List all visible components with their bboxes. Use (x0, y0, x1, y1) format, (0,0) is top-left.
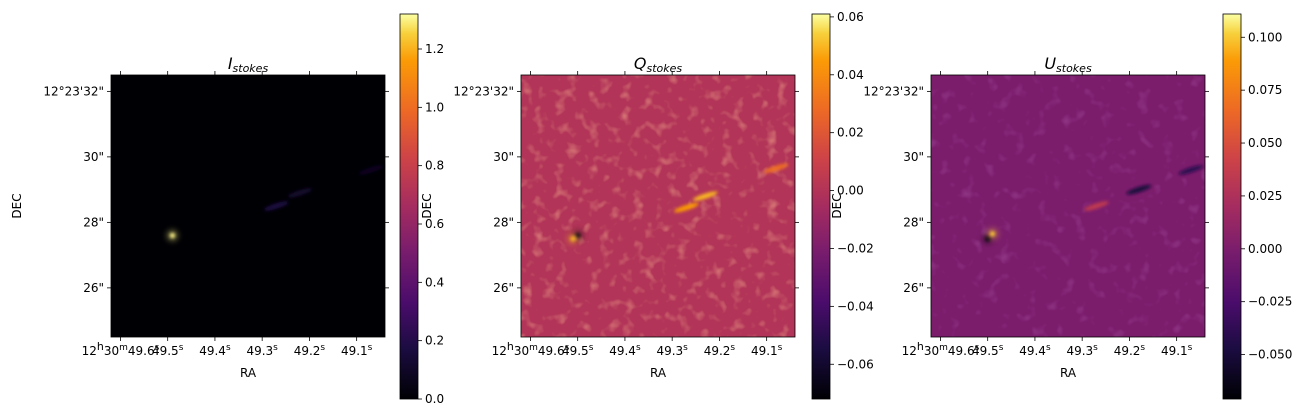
colorbar-tick-label: 0.025 (1248, 189, 1282, 203)
colorbar-tick-label: −0.02 (837, 241, 874, 255)
feature-jet-knot (287, 188, 313, 198)
feature-jet-knot (673, 202, 699, 213)
colorbar-tick-label: 0.04 (837, 68, 864, 82)
colorbar-tick-label: 0.00 (837, 184, 864, 198)
colorbar-tick-label: 1.2 (425, 42, 444, 56)
feature-jet-knot (358, 165, 384, 175)
colorbar-tick-label: 0.8 (425, 159, 444, 173)
x-tick-label: 49.2s (294, 343, 326, 358)
colorbar (1222, 13, 1242, 400)
x-tick-label: 49.5s (562, 343, 594, 358)
colorbar-tick-label: −0.04 (837, 299, 874, 313)
panel-title: Istokes (228, 54, 269, 75)
colorbar-tick-label: 0.100 (1248, 30, 1282, 44)
feature-jet-knot (1083, 201, 1109, 211)
y-tick-label: 28" (493, 215, 514, 229)
x-tick-label: 12h30m49.6s (492, 340, 570, 358)
colorbar-tick-label: 0.02 (837, 126, 864, 140)
image-noise (931, 75, 1205, 337)
y-tick-label: 12°23'32" (43, 84, 104, 98)
x-tick-label: 49.3s (246, 343, 278, 358)
x-tick-label: 12h30m49.6s (82, 340, 160, 358)
y-tick-label: 26" (903, 281, 924, 295)
x-tick-label: 12h30m49.6s (902, 340, 980, 358)
y-axis-label: DEC (830, 193, 844, 218)
y-tick-label: 28" (83, 215, 104, 229)
x-tick-label: 49.3s (656, 343, 688, 358)
y-tick-label: 12°23'32" (453, 84, 514, 98)
x-axis-label: RA (1060, 366, 1077, 380)
colorbar-tick-label: 0.000 (1248, 242, 1282, 256)
axes-frame (930, 74, 1206, 338)
feature-jet-knot (263, 201, 289, 211)
colorbar-tick-label: −0.06 (837, 357, 874, 371)
x-tick-label: 49.2s (704, 343, 736, 358)
colorbar-tick-label: −0.025 (1248, 295, 1292, 309)
feature-jet-knot (1126, 184, 1152, 195)
x-tick-label: 49.4s (199, 343, 231, 358)
colorbar-tick-label: 0.4 (425, 275, 444, 289)
colorbar-tick-label: 0.2 (425, 334, 444, 348)
y-axis-label: DEC (10, 193, 24, 218)
colorbar-tick-label: 0.0 (425, 392, 444, 406)
colorbar-tick-label: 0.6 (425, 217, 444, 231)
feature-point-source (169, 232, 176, 239)
x-tick-label: 49.5s (152, 343, 184, 358)
y-tick-label: 12°23'32" (863, 84, 924, 98)
colorbar-tick-label: 0.075 (1248, 83, 1282, 97)
colorbar (811, 13, 831, 400)
x-axis-label: RA (240, 366, 257, 380)
x-tick-label: 49.2s (1114, 343, 1146, 358)
colorbar-tick-label: 0.06 (837, 10, 864, 24)
y-tick-label: 26" (83, 281, 104, 295)
colorbar-tick-label: 1.0 (425, 100, 444, 114)
feature-point-source (570, 236, 576, 242)
x-tick-label: 49.3s (1066, 343, 1098, 358)
x-tick-label: 49.4s (1019, 343, 1051, 358)
panel-title: Qstokes (634, 54, 683, 75)
panel-title: Ustokes (1044, 54, 1092, 75)
x-tick-label: 49.1s (341, 343, 373, 358)
x-tick-label: 49.1s (751, 343, 783, 358)
y-axis-label: DEC (420, 193, 434, 218)
x-tick-label: 49.4s (609, 343, 641, 358)
x-tick-label: 49.5s (972, 343, 1004, 358)
feature-jet-knot (763, 163, 789, 174)
y-tick-label: 28" (903, 215, 924, 229)
x-tick-label: 49.1s (1161, 343, 1193, 358)
colorbar-tick-label: −0.050 (1248, 348, 1292, 362)
feature-jet-knot (1178, 165, 1204, 175)
axes-frame (110, 74, 386, 338)
x-axis-label: RA (650, 366, 667, 380)
y-tick-label: 30" (493, 150, 514, 164)
y-tick-label: 26" (493, 281, 514, 295)
y-tick-label: 30" (83, 150, 104, 164)
colorbar-tick-label: 0.050 (1248, 136, 1282, 150)
y-tick-label: 30" (903, 150, 924, 164)
axes-frame (520, 74, 796, 338)
colorbar (399, 13, 419, 400)
image-background (111, 75, 385, 337)
image-noise (521, 75, 795, 337)
feature-jet-knot (692, 191, 718, 201)
feature-point-source (989, 231, 996, 237)
